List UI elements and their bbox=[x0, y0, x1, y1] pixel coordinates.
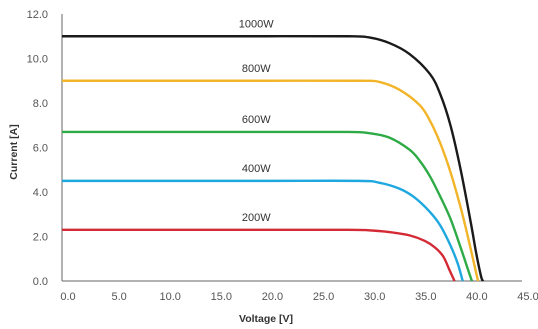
series-line-800w bbox=[62, 79, 480, 282]
y-tick-label: 2.0 bbox=[33, 232, 48, 244]
x-tick-label: 0.0 bbox=[60, 291, 75, 303]
series-label-600w: 600W bbox=[242, 114, 271, 126]
y-tick-label: 0.0 bbox=[33, 276, 48, 288]
series-label-1000w: 1000W bbox=[239, 18, 274, 30]
y-tick-label: 12.0 bbox=[27, 9, 48, 21]
series-label-800w: 800W bbox=[242, 63, 271, 75]
series-line-400w bbox=[62, 179, 464, 282]
x-tick-label: 40.0 bbox=[466, 291, 487, 303]
series-line-200w bbox=[62, 228, 456, 282]
x-tick-label: 5.0 bbox=[111, 291, 126, 303]
y-tick-labels: 0.0 2.0 4.0 6.0 8.0 10.0 12.0 bbox=[27, 9, 48, 288]
series-label-200w: 200W bbox=[242, 212, 271, 224]
y-axis-title: Current [A] bbox=[8, 124, 20, 179]
y-tick-label: 6.0 bbox=[33, 143, 48, 155]
chart-axes bbox=[61, 14, 522, 282]
x-tick-label: 30.0 bbox=[364, 291, 385, 303]
y-tick-label: 10.0 bbox=[27, 54, 48, 66]
x-tick-label: 15.0 bbox=[211, 291, 232, 303]
x-tick-labels: 0.0 5.0 10.0 15.0 20.0 25.0 30.0 35.0 40.0 45.0 bbox=[60, 291, 538, 303]
series-labels: 1000W 800W 600W 400W 200W bbox=[239, 18, 274, 224]
x-tick-label: 10.0 bbox=[160, 291, 181, 303]
series-lines bbox=[61, 34, 485, 282]
x-tick-label: 45.0 bbox=[517, 291, 538, 303]
x-axis-title: Voltage [V] bbox=[239, 313, 293, 325]
y-tick-label: 8.0 bbox=[33, 98, 48, 110]
x-tick-label: 25.0 bbox=[313, 291, 334, 303]
series-label-400w: 400W bbox=[242, 163, 271, 175]
x-tick-label: 35.0 bbox=[415, 291, 436, 303]
series-line-600w bbox=[61, 130, 474, 282]
y-tick-label: 4.0 bbox=[33, 187, 48, 199]
x-tick-label: 20.0 bbox=[262, 291, 283, 303]
series-line-1000w bbox=[62, 34, 485, 282]
